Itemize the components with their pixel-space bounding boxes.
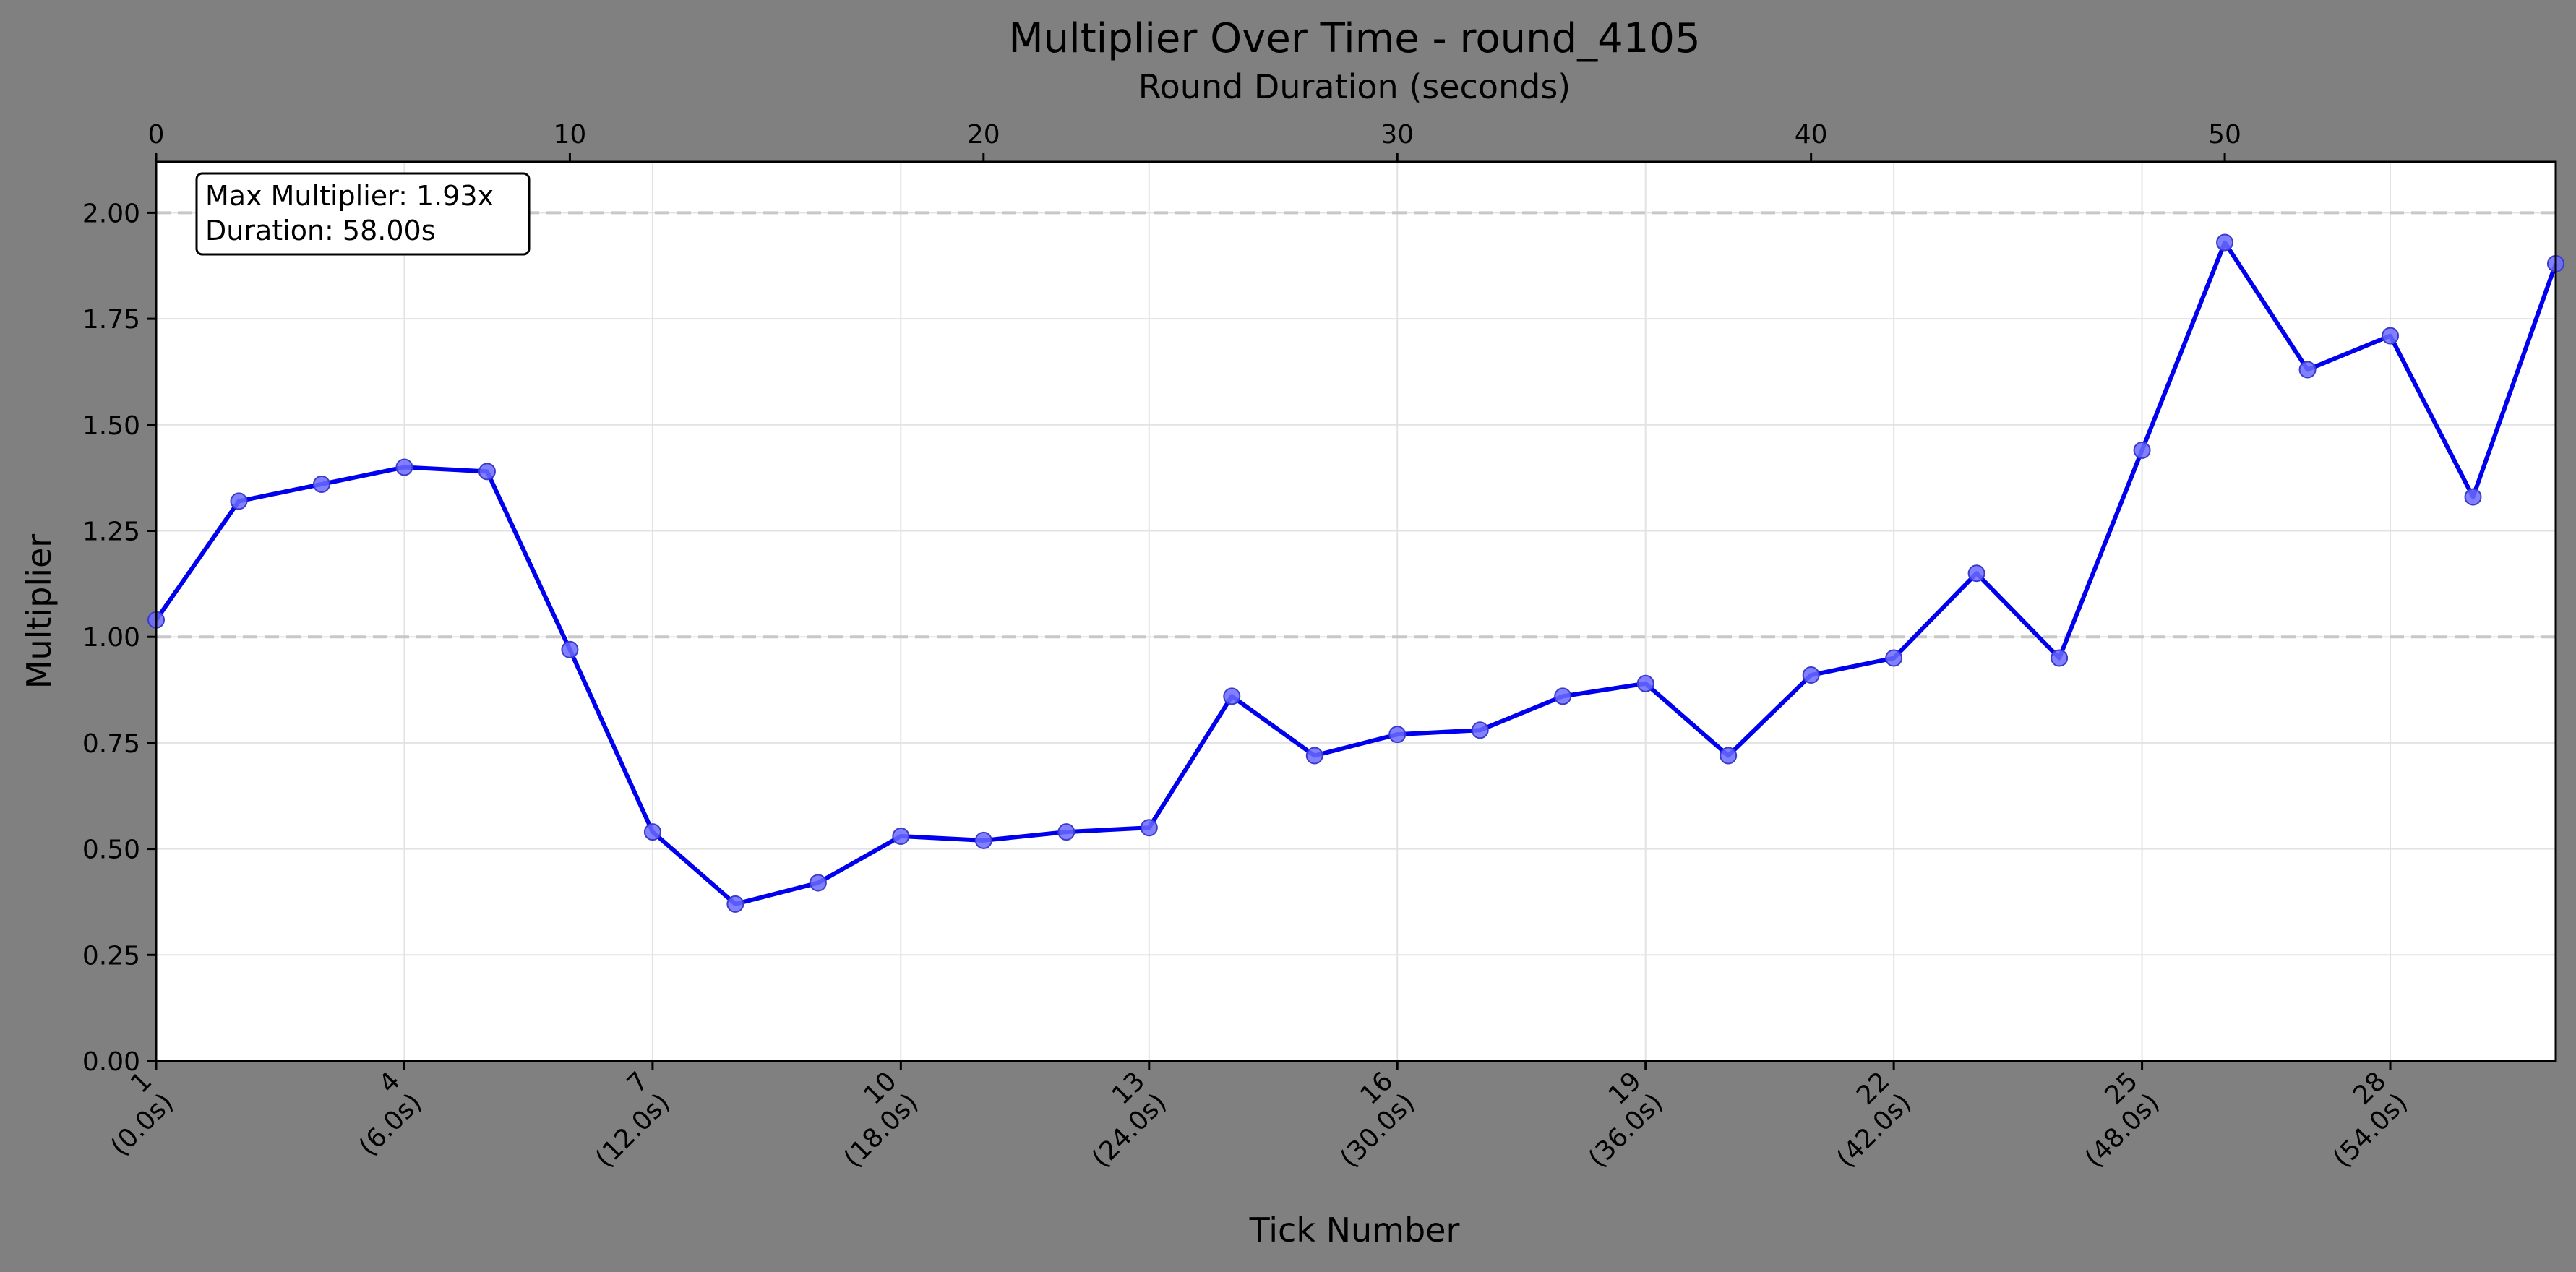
data-point: [2298, 361, 2317, 379]
data-point: [561, 640, 579, 658]
data-point: [2216, 233, 2234, 252]
y-tick-label: 1.00: [82, 623, 140, 653]
annotation-duration: Duration: 58.00s: [205, 215, 436, 246]
data-point: [1223, 687, 1241, 705]
y-tick-label: 0.50: [82, 835, 140, 865]
top-x-tick-label: 10: [554, 120, 587, 150]
top-x-tick-label: 40: [1795, 120, 1828, 150]
plot-frame: [155, 160, 2557, 1062]
data-point: [2464, 488, 2482, 506]
data-point: [726, 895, 744, 913]
y-tick-label: 2.00: [82, 199, 140, 228]
data-point: [2133, 442, 2151, 460]
chart-title: Multiplier Over Time - round_4105: [1008, 15, 1700, 62]
top-x-axis-ticks: 0 10 20 30 40 50: [148, 120, 2241, 162]
data-point: [2051, 649, 2069, 667]
data-point: [395, 458, 413, 476]
x-axis-label: Tick Number: [1249, 1211, 1460, 1250]
data-point: [230, 492, 248, 510]
data-point: [1305, 747, 1323, 765]
annotation-box: Max Multiplier: 1.93x Duration: 58.00s: [195, 172, 531, 256]
data-point: [1388, 726, 1407, 744]
y-tick-label: 0.25: [82, 941, 140, 971]
data-point: [643, 823, 661, 841]
data-point: [1802, 666, 1820, 684]
y-tick-label: 0.75: [82, 729, 140, 759]
data-point: [1554, 687, 1572, 705]
top-x-tick-label: 20: [967, 120, 1000, 150]
top-x-tick-label: 50: [2208, 120, 2241, 150]
data-point: [1636, 674, 1654, 692]
data-point: [974, 831, 992, 849]
y-tick-label: 1.75: [82, 305, 140, 335]
y-tick-label: 1.25: [82, 517, 140, 547]
data-point: [1471, 721, 1489, 739]
annotation-max-multiplier: Max Multiplier: 1.93x: [205, 180, 494, 212]
top-x-axis-label: Round Duration (seconds): [1138, 67, 1571, 106]
series-line: [154, 240, 2558, 906]
plot-area: [156, 162, 2556, 1061]
data-point: [478, 463, 496, 481]
data-point: [2382, 327, 2400, 345]
annotation-frame: [195, 172, 531, 256]
y-tick-label: 1.50: [82, 411, 140, 441]
y-axis-ticks: 0.00 0.25 0.50 0.75 1.00 1.25 1.50 1.75 2.00: [82, 199, 156, 1077]
y-axis-label: Multiplier: [20, 534, 59, 689]
top-x-tick-label: 0: [148, 120, 165, 150]
data-point: [312, 475, 330, 493]
data-point: [892, 828, 910, 845]
y-tick-label: 0.00: [82, 1047, 140, 1077]
data-point: [1057, 823, 1076, 841]
data-point: [1885, 649, 1903, 667]
top-x-tick-label: 30: [1381, 120, 1414, 150]
data-point: [1140, 819, 1158, 837]
data-point: [1720, 747, 1738, 765]
data-point: [809, 874, 827, 892]
series-layer: [147, 233, 2564, 913]
data-point: [1967, 564, 1985, 583]
reference-lines: [156, 211, 2556, 639]
